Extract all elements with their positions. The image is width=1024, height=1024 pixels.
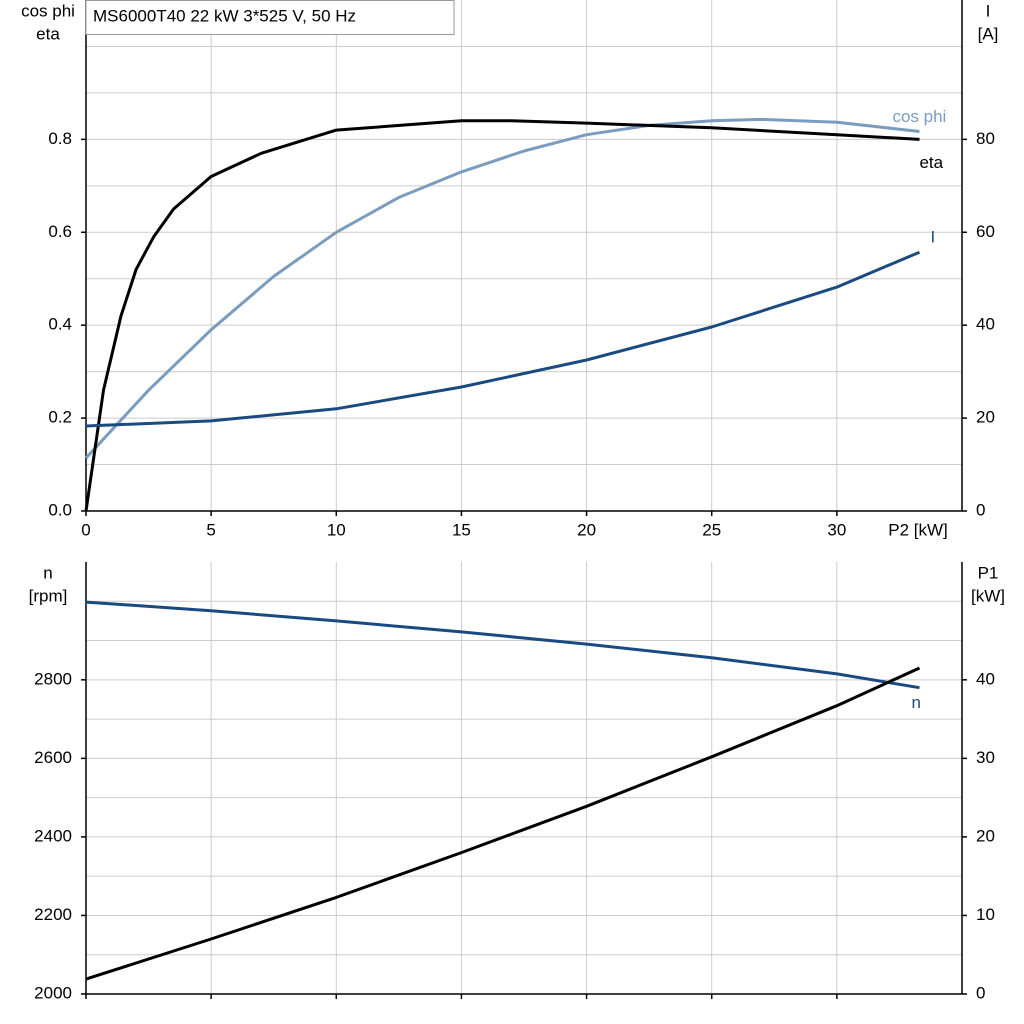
series-line (84, 119, 920, 512)
series-label: cos phi (892, 107, 946, 126)
y-tick-label: 0.2 (48, 408, 72, 427)
y-tick-label: 2800 (34, 669, 72, 688)
y2-axis-label: [kW] (971, 586, 1005, 605)
x-tick-label: 25 (702, 520, 721, 539)
x-axis-label: P2 [kW] (888, 520, 948, 539)
y2-axis-label: P1 (978, 563, 999, 582)
y2-tick-label: 20 (976, 408, 995, 427)
y2-tick-label: 30 (976, 748, 995, 767)
y2-tick-label: 80 (976, 129, 995, 148)
y2-tick-label: 20 (976, 826, 995, 845)
series-label: n (911, 693, 920, 712)
y2-axis-label: I (986, 1, 991, 20)
y2-tick-label: 60 (976, 222, 995, 241)
x-tick-label: 5 (206, 520, 215, 539)
y-tick-label: 2400 (34, 826, 72, 845)
y2-tick-label: 40 (976, 315, 995, 334)
x-tick-label: 30 (827, 520, 846, 539)
y2-tick-label: 40 (976, 669, 995, 688)
y2-tick-label: 10 (976, 905, 995, 924)
series-line (85, 600, 920, 690)
y-tick-label: 0.0 (48, 500, 72, 519)
y2-tick-label: 0 (976, 983, 985, 1002)
y-tick-label: 0.6 (48, 222, 72, 241)
x-tick-label: 10 (327, 520, 346, 539)
y-tick-label: 2200 (34, 905, 72, 924)
y-tick-label: 2000 (34, 983, 72, 1002)
x-tick-label: 15 (452, 520, 471, 539)
y-tick-label: 2600 (34, 748, 72, 767)
y2-tick-label: 0 (976, 500, 985, 519)
title-box (85, 0, 455, 35)
series-line (84, 117, 920, 460)
y-axis-label: [rpm] (29, 586, 68, 605)
x-tick-label: 0 (81, 520, 90, 539)
series-label: I (930, 228, 935, 247)
series-line (85, 250, 921, 428)
series-line (85, 666, 921, 981)
y-axis-label: cos phi (21, 1, 75, 20)
series-label: eta (919, 153, 943, 172)
x-tick-label: 20 (577, 520, 596, 539)
y-axis-label: eta (36, 24, 60, 43)
y-axis-label: n (43, 563, 52, 582)
y-tick-label: 0.4 (48, 315, 72, 334)
y2-axis-label: [A] (978, 24, 999, 43)
y-tick-label: 0.8 (48, 129, 72, 148)
chart-title: MS6000T40 22 kW 3*525 V, 50 Hz (93, 6, 356, 25)
